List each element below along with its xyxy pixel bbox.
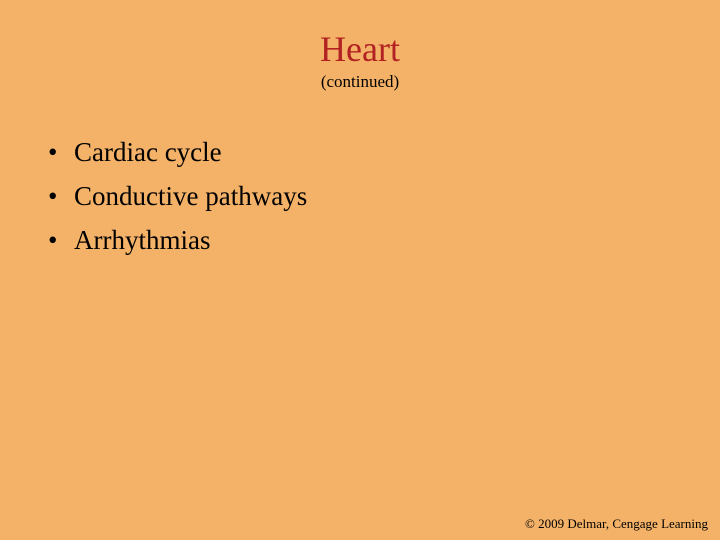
slide-subtitle: (continued) <box>0 72 720 92</box>
slide-title: Heart <box>0 28 720 70</box>
list-item: Conductive pathways <box>44 178 720 216</box>
list-item: Arrhythmias <box>44 222 720 260</box>
copyright-footer: © 2009 Delmar, Cengage Learning <box>525 516 708 532</box>
list-item: Cardiac cycle <box>44 134 720 172</box>
bullet-list: Cardiac cycle Conductive pathways Arrhyt… <box>44 134 720 259</box>
slide: Heart (continued) Cardiac cycle Conducti… <box>0 0 720 540</box>
